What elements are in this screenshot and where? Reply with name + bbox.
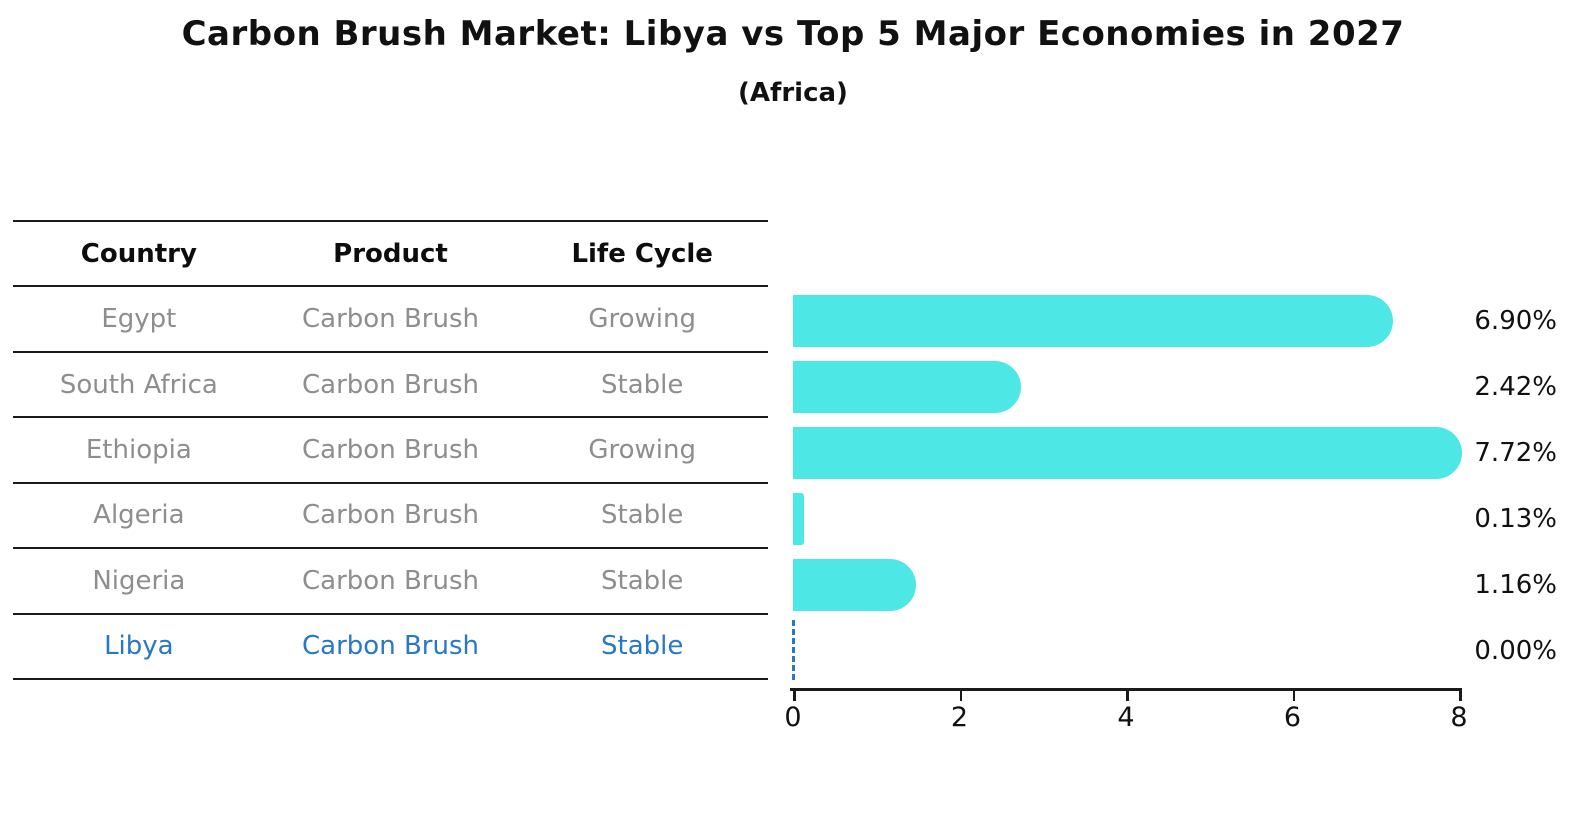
- table-row: Nigeria Carbon Brush Stable: [13, 547, 768, 612]
- table-cell-life-cycle: Stable: [601, 500, 684, 531]
- bar-value-label: 0.13%: [1474, 504, 1557, 534]
- x-axis-tick: [1459, 691, 1462, 701]
- table-cell-life-cycle: Growing: [588, 434, 696, 465]
- table-row: Egypt Carbon Brush Growing: [13, 285, 768, 350]
- table-cell-product: Carbon Brush: [302, 500, 479, 531]
- table-row: Ethiopia Carbon Brush Growing: [13, 416, 768, 481]
- x-axis-tick: [1292, 691, 1295, 701]
- table-cell-country: Ethiopia: [85, 434, 192, 465]
- table-cell-life-cycle: Stable: [601, 631, 684, 662]
- x-axis-tick-label: 8: [1450, 702, 1468, 733]
- x-axis-tick-label: 2: [950, 702, 969, 733]
- bar-value-label: 6.90%: [1474, 306, 1557, 336]
- bar-row: [793, 288, 1459, 354]
- table-row: Algeria Carbon Brush Stable: [13, 481, 768, 547]
- table-cell-product: Carbon Brush: [302, 565, 479, 596]
- x-axis-tick-label: 0: [784, 702, 802, 733]
- table-cell-product: Carbon Brush: [302, 631, 479, 662]
- table-cell-life-cycle: Stable: [601, 369, 684, 400]
- table-cell-country: Nigeria: [92, 565, 186, 596]
- table-cell-country: Libya: [104, 631, 174, 662]
- table-cell-product: Carbon Brush: [302, 304, 479, 335]
- table-cell-country: Egypt: [101, 304, 177, 335]
- zero-value-dashed-marker: [792, 620, 795, 680]
- bar-algeria: [793, 493, 804, 545]
- bar-value-label: 2.42%: [1474, 372, 1557, 402]
- bar-value-label: 1.16%: [1474, 570, 1557, 600]
- table-header-product: Product: [333, 238, 448, 269]
- bar-value-label: 7.72%: [1474, 438, 1557, 468]
- x-axis-line: [790, 688, 1462, 691]
- table-cell-life-cycle: Stable: [601, 565, 684, 596]
- table-header-row: Country Product Life Cycle: [13, 220, 768, 285]
- table-cell-product: Carbon Brush: [302, 434, 479, 465]
- bar-row: [792, 618, 1459, 684]
- table-cell-life-cycle: Growing: [588, 304, 696, 335]
- table-cell-country: South Africa: [59, 369, 218, 400]
- bar-row: [793, 486, 1459, 552]
- x-axis-tick: [959, 691, 962, 701]
- bar-row: [793, 420, 1462, 486]
- bar-south-africa: [793, 361, 1021, 413]
- table-header-country: Country: [80, 238, 197, 269]
- x-axis-tick: [1126, 691, 1129, 701]
- bar-ethiopia: [793, 427, 1462, 479]
- bar-row: [793, 552, 1459, 618]
- table-row: South Africa Carbon Brush Stable: [13, 350, 768, 416]
- table-cell-product: Carbon Brush: [302, 369, 479, 400]
- bar-value-label: 0.00%: [1474, 636, 1557, 666]
- x-axis-tick-label: 6: [1283, 702, 1302, 733]
- chart-subtitle: (Africa): [738, 78, 848, 108]
- country-table: Country Product Life Cycle Egypt Carbon B…: [13, 220, 768, 680]
- x-axis-tick: [793, 691, 796, 701]
- table-header-lifecycle: Life Cycle: [571, 238, 713, 269]
- bar-nigeria: [793, 559, 916, 611]
- bar-plot-area: [792, 288, 1462, 684]
- table-row: Libya Carbon Brush Stable: [13, 612, 768, 680]
- chart-title: Carbon Brush Market: Libya vs Top 5 Majo…: [181, 14, 1405, 54]
- table-cell-country: Algeria: [93, 500, 185, 531]
- bar-row: [793, 354, 1459, 420]
- bar-egypt: [793, 295, 1394, 347]
- x-axis-tick-label: 4: [1117, 702, 1135, 733]
